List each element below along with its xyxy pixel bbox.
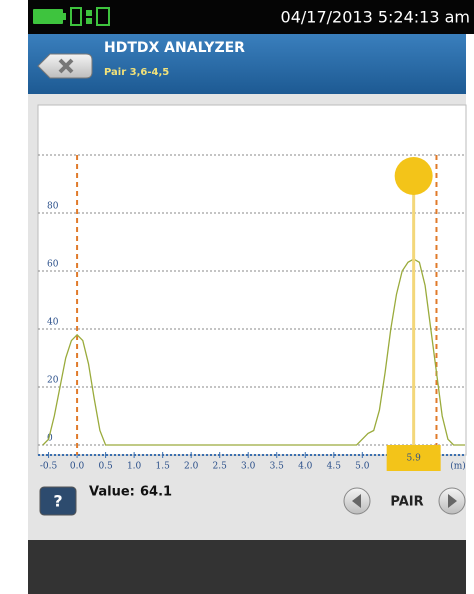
header-title: HDTDX ANALYZER <box>104 40 245 56</box>
y-tick-label: 20 <box>47 376 59 386</box>
x-tick-label: 3.5 <box>270 462 285 472</box>
battery-icon <box>33 9 63 24</box>
pair-label: PAIR <box>390 495 423 510</box>
x-unit: (m) <box>450 461 466 472</box>
help-button[interactable] <box>39 486 77 516</box>
status-bar <box>28 0 474 34</box>
cursor-handle <box>394 157 433 195</box>
y-tick-label: 0 <box>47 434 53 444</box>
x-tick-label: 0.0 <box>70 462 85 472</box>
bottom-bar <box>28 540 466 594</box>
next-icon <box>448 494 457 508</box>
x-tick-label: 1.0 <box>127 462 142 472</box>
y-tick-label: 60 <box>47 260 59 270</box>
help-label: ? <box>53 492 62 511</box>
header-subtitle: Pair 3,6-4,5 <box>104 67 169 78</box>
readout-value: 64.1 <box>140 485 172 500</box>
x-tick-label: 5.0 <box>355 462 370 472</box>
trace-line <box>42 258 465 446</box>
datetime: 04/17/2013 5:24:13 am <box>281 8 470 27</box>
link-icon <box>86 10 92 16</box>
link-icon <box>86 18 92 24</box>
x-tick-label: 3.0 <box>241 462 256 472</box>
prev-icon <box>352 494 361 508</box>
cursor-value: 5.9 <box>406 454 421 464</box>
plot-area <box>37 104 467 456</box>
header <box>28 34 466 94</box>
x-tick-label: 2.5 <box>213 462 228 472</box>
x-tick-label: 2.0 <box>184 462 199 472</box>
x-tick-label: 0.5 <box>98 462 113 472</box>
module-icon <box>70 7 82 26</box>
battery-tip <box>63 13 66 20</box>
x-tick-label: 4.0 <box>298 462 313 472</box>
x-tick-label: -0.5 <box>40 462 58 472</box>
readout-label: Value: <box>89 485 135 500</box>
y-tick-label: 40 <box>47 318 59 328</box>
y-tick-label: 80 <box>47 202 59 212</box>
module-icon <box>96 7 110 26</box>
back-icon <box>58 58 74 74</box>
x-tick-label: 1.5 <box>155 462 170 472</box>
x-tick-label: 4.5 <box>327 462 342 472</box>
cursor-box <box>386 445 441 471</box>
